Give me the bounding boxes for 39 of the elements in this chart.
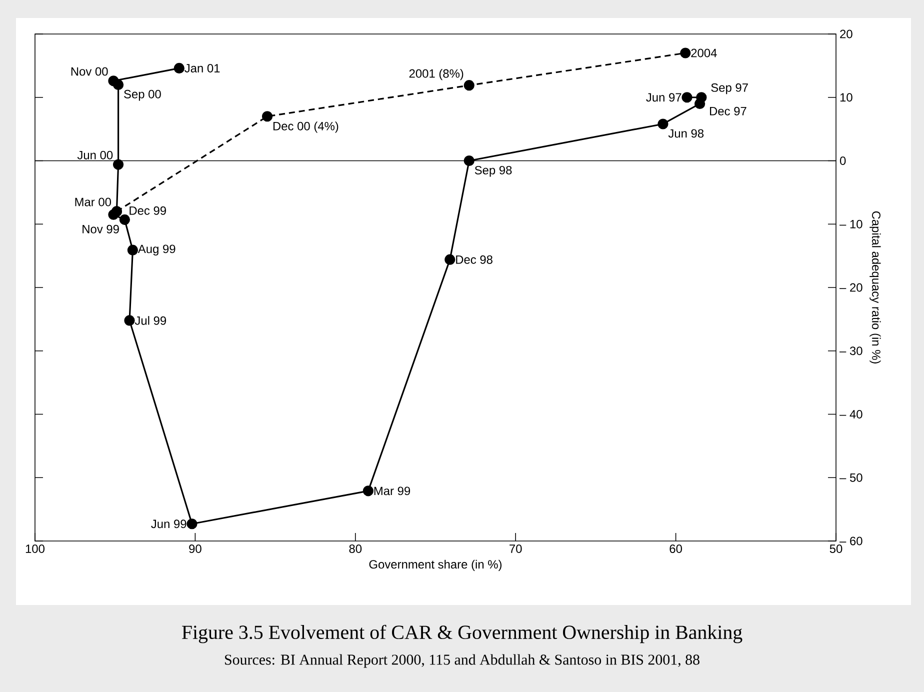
annotation: 2004 [691,48,717,58]
annotation: Jul 99 [134,316,166,325]
annotation: Mar 99 [374,486,410,496]
annotation: Sep 97 [711,83,748,94]
annotation: Dec 99 [130,206,166,215]
x-tick-label: 100 [26,544,44,553]
annotation: Jun 00 [77,150,113,160]
x-tick-label: 80 [349,544,362,553]
x-tick-label: 50 [830,544,842,553]
x-axis-title: Government share (in %) [369,560,502,571]
annotation: Aug 99 [138,244,176,256]
annotation: Dec 00 (4%) [273,122,338,133]
y-tick-label: – 20 [840,283,862,292]
y-tick-label: – 40 [840,410,862,418]
y-tick-label: – 60 [840,536,862,546]
y-tick-label: – 30 [840,346,862,356]
y-tick-label: 0 [840,156,846,165]
y-tick-label: 20 [840,30,852,38]
annotation: Jun 99 [151,520,186,528]
annotation: Nov 99 [82,224,119,234]
annotation: Jun 98 [668,129,704,138]
x-tick-label: 60 [670,544,682,553]
y-tick-label: 10 [840,93,852,102]
annotation: Sep 00 [124,90,161,101]
annotation: Jan 01 [184,64,220,72]
annotation: Jun 97 [646,93,682,102]
annotation: Nov 00 [71,67,108,76]
source-note: Sources: BI Annual Report 2000, 115 and Abdullah & Santoso in BIS 2001, 88 [225,654,700,668]
annotation: 2001 (8%) [409,69,464,80]
x-tick-label: 70 [510,544,522,553]
annotation: Mar 00 [75,198,112,206]
text: Figure 3.5 Evolvement of CAR & Government Ownership in Banking [182,624,742,644]
y-axis-title: Capital adequacy ratio (in %) [870,211,881,364]
y-tick-label: – 10 [840,220,862,228]
annotation: Dec 98 [456,255,492,264]
x-tick-label: 90 [189,544,202,553]
annotation: Dec 97 [710,106,746,116]
y-tick-label: – 50 [840,473,862,482]
annotation: Sep 98 [474,166,512,177]
